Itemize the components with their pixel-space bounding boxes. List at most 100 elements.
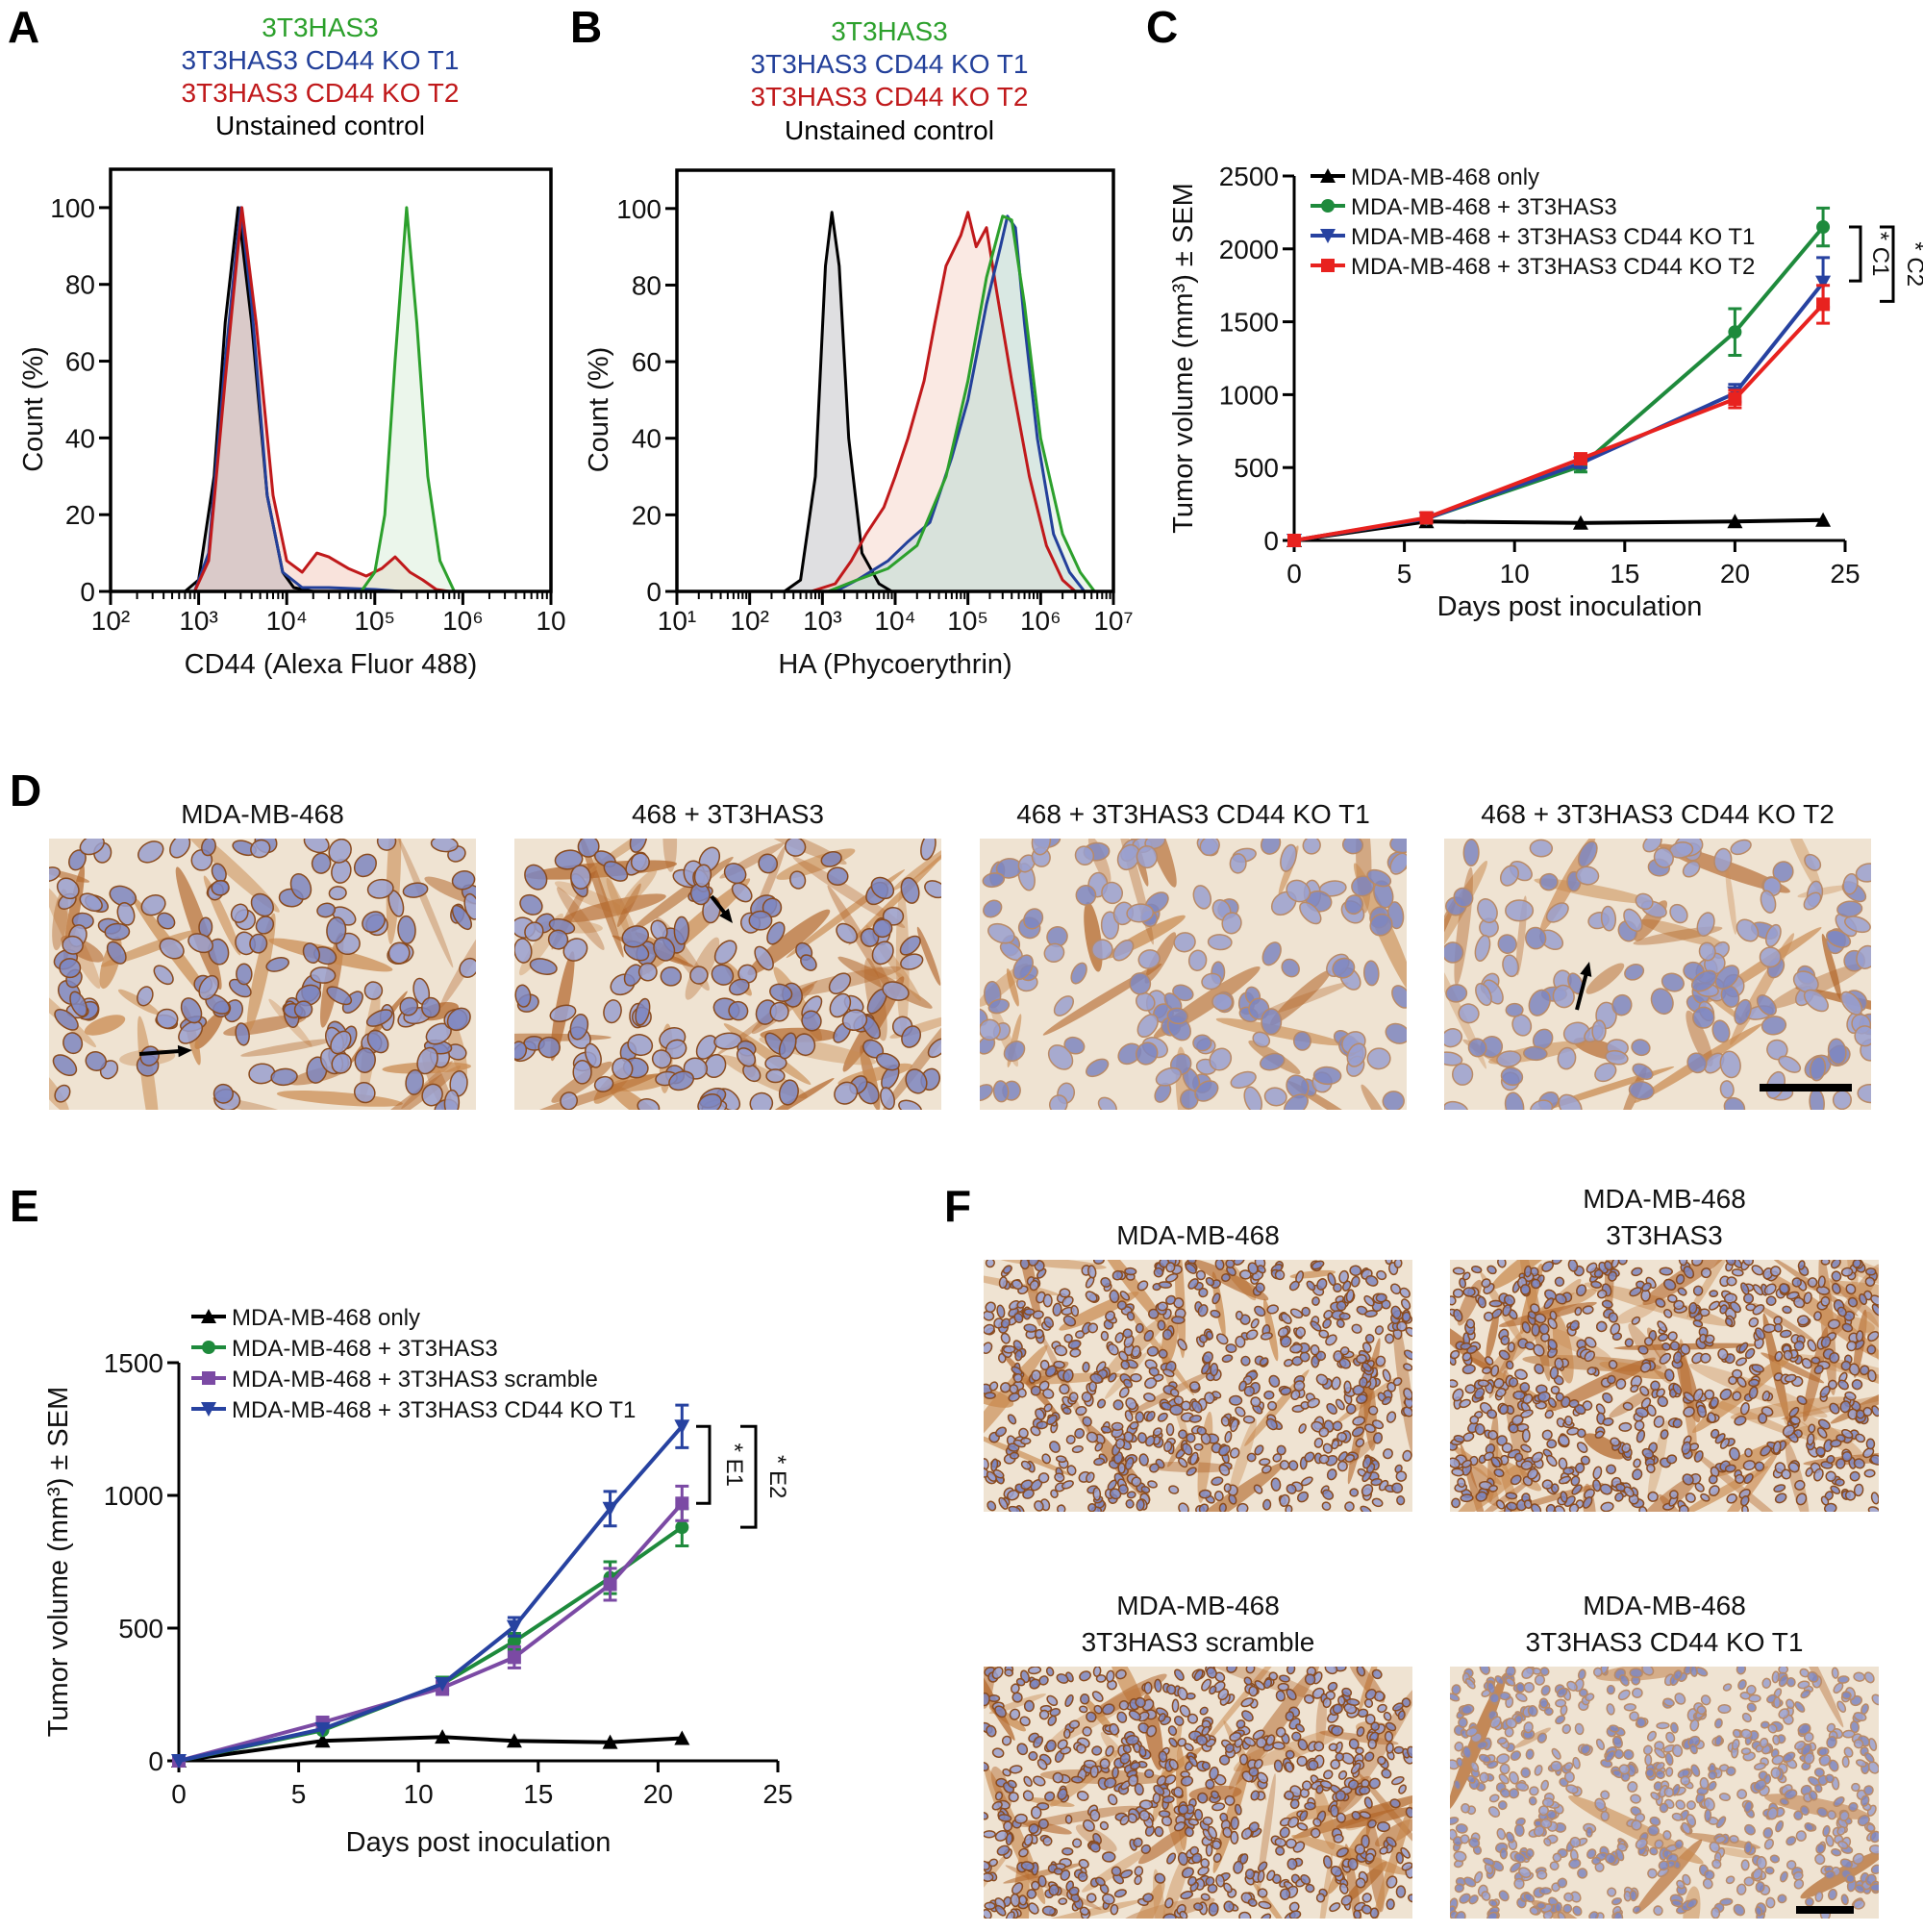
nucleus	[1030, 1385, 1041, 1396]
nucleus	[1831, 1282, 1841, 1294]
nucleus	[1335, 1790, 1346, 1802]
nucleus	[1527, 1705, 1538, 1718]
nucleus	[1531, 1451, 1544, 1463]
nucleus	[1815, 1446, 1826, 1457]
nucleus	[1252, 1031, 1271, 1048]
nucleus	[1164, 1897, 1174, 1909]
nucleus	[1662, 1830, 1672, 1841]
x-tick-label: 10⁷	[1093, 606, 1133, 636]
nucleus	[1023, 1775, 1033, 1787]
nucleus	[1708, 1474, 1718, 1485]
nucleus	[1554, 1276, 1565, 1288]
nucleus	[898, 1099, 923, 1110]
nucleus	[1495, 1499, 1506, 1510]
nucleus	[1230, 1830, 1239, 1844]
nucleus	[421, 996, 441, 1018]
nucleus	[1572, 1756, 1581, 1769]
nucleus	[1593, 1268, 1604, 1278]
nucleus	[1584, 1488, 1595, 1500]
y-tick-label: 0	[646, 577, 662, 607]
nucleus	[1215, 1874, 1225, 1888]
nucleus	[1724, 1464, 1736, 1473]
nucleus	[421, 1083, 443, 1107]
y-tick-label: 100	[50, 193, 95, 223]
nucleus	[1061, 1295, 1074, 1308]
nucleus	[1018, 1894, 1028, 1906]
nucleus	[1401, 1862, 1412, 1871]
nucleus	[1641, 1282, 1652, 1292]
nucleus	[1771, 1754, 1785, 1766]
nucleus	[1739, 1692, 1751, 1700]
nucleus	[1545, 1503, 1556, 1512]
nucleus	[1272, 1453, 1283, 1463]
nucleus	[713, 1032, 742, 1050]
nucleus	[1186, 1467, 1197, 1476]
nucleus	[1840, 991, 1863, 1016]
nucleus	[1515, 1781, 1530, 1792]
nucleus	[1605, 1750, 1616, 1763]
y-tick-label: 0	[1263, 526, 1279, 556]
nucleus	[1762, 1827, 1774, 1839]
nucleus	[1453, 1435, 1465, 1443]
nucleus	[1285, 1749, 1295, 1760]
nucleus	[1841, 1322, 1854, 1333]
nucleus	[1189, 1451, 1199, 1466]
nucleus	[1323, 1310, 1334, 1319]
nucleus	[1009, 1384, 1019, 1394]
x-tick-label: 5	[291, 1779, 307, 1809]
nucleus	[1366, 1047, 1391, 1070]
nucleus	[980, 1018, 1001, 1041]
nucleus	[1085, 1291, 1098, 1303]
nucleus	[789, 870, 807, 890]
nucleus	[1031, 839, 1052, 856]
nucleus	[1027, 1667, 1042, 1675]
nucleus	[1468, 1837, 1481, 1849]
nucleus	[1673, 1299, 1685, 1311]
nucleus	[1567, 1260, 1579, 1272]
nucleus	[985, 1301, 996, 1314]
nucleus	[1733, 1903, 1746, 1917]
nucleus	[1257, 1265, 1266, 1274]
nucleus	[1383, 1448, 1393, 1460]
nucleus	[1540, 1685, 1551, 1696]
x-tick-label: 10⁵	[947, 606, 988, 636]
nucleus	[1083, 1819, 1095, 1832]
nucleus	[316, 902, 337, 918]
nucleus	[1543, 1837, 1552, 1846]
nucleus	[1137, 949, 1161, 969]
nucleus	[1611, 1260, 1620, 1268]
nucleus	[1817, 1746, 1830, 1757]
nucleus	[1736, 1789, 1748, 1800]
x-tick-label: 10⁶	[1020, 606, 1061, 636]
nucleus	[982, 872, 1006, 889]
nucleus	[1479, 1667, 1490, 1675]
nucleus	[1818, 1754, 1832, 1767]
nucleus	[899, 935, 921, 956]
nucleus	[1457, 1477, 1466, 1488]
nucleus	[1722, 1683, 1733, 1692]
stain-streak	[1126, 1881, 1165, 1919]
nucleus	[1660, 1429, 1669, 1440]
nucleus	[1604, 1260, 1613, 1271]
nucleus	[1367, 1819, 1377, 1829]
y-tick-label: 1000	[1219, 380, 1279, 410]
nucleus	[984, 1830, 996, 1839]
nucleus	[49, 866, 61, 883]
nucleus	[1499, 1788, 1511, 1798]
nucleus	[1034, 1500, 1044, 1512]
nucleus	[1116, 1300, 1127, 1311]
nucleus	[987, 1694, 1001, 1703]
nucleus	[901, 1025, 922, 1048]
nucleus	[1813, 1311, 1822, 1321]
nucleus	[1385, 1022, 1407, 1044]
nucleus	[1075, 885, 1097, 906]
nucleus	[1714, 965, 1740, 990]
stain-streak	[1615, 1302, 1657, 1324]
nucleus	[1381, 1769, 1392, 1779]
nucleus	[1520, 1460, 1534, 1470]
nucleus	[1124, 1457, 1135, 1470]
nucleus	[1400, 1298, 1411, 1311]
nucleus	[1444, 1100, 1469, 1110]
nucleus	[1530, 1099, 1554, 1110]
nucleus	[1601, 1299, 1613, 1309]
